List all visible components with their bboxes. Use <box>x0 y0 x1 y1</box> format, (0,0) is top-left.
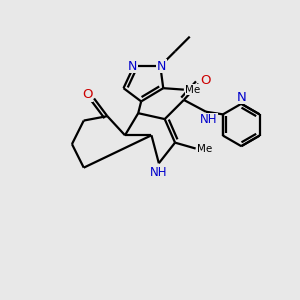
Text: Me: Me <box>197 143 213 154</box>
Text: N: N <box>128 60 137 73</box>
Text: O: O <box>82 88 93 101</box>
Text: N: N <box>236 91 246 104</box>
Text: Me: Me <box>185 85 200 94</box>
Text: O: O <box>200 74 210 87</box>
Text: NH: NH <box>150 166 168 179</box>
Text: N: N <box>157 60 167 73</box>
Text: NH: NH <box>200 113 217 127</box>
